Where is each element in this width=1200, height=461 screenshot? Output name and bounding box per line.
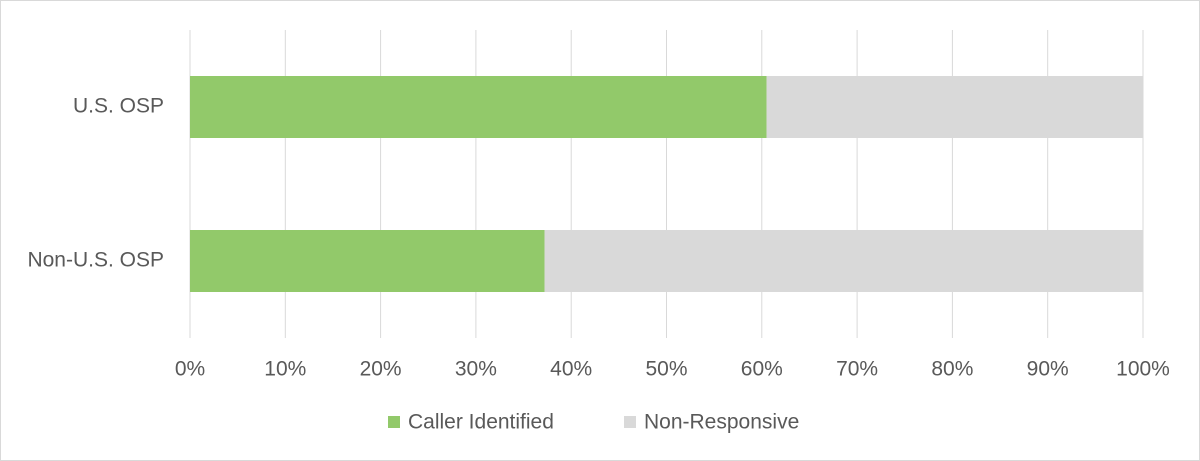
bar-segment xyxy=(190,230,545,292)
x-tick-label: 10% xyxy=(264,358,306,381)
legend-swatch xyxy=(388,416,400,428)
x-tick-label: 50% xyxy=(645,358,687,381)
legend-swatch xyxy=(624,416,636,428)
y-tick-label: U.S. OSP xyxy=(73,95,164,118)
x-tick-label: 90% xyxy=(1027,358,1069,381)
x-tick-label: 0% xyxy=(175,358,205,381)
y-tick-label: Non-U.S. OSP xyxy=(27,249,164,272)
legend-label: Caller Identified xyxy=(408,411,554,434)
bar-segment xyxy=(766,76,1143,138)
bar-segment xyxy=(544,230,1143,292)
x-tick-label: 40% xyxy=(550,358,592,381)
x-tick-label: 60% xyxy=(741,358,783,381)
x-tick-label: 30% xyxy=(455,358,497,381)
x-tick-label: 70% xyxy=(836,358,878,381)
legend-label: Non-Responsive xyxy=(644,411,799,434)
bar-segment xyxy=(190,76,767,138)
x-tick-label: 80% xyxy=(931,358,973,381)
x-tick-label: 100% xyxy=(1116,358,1170,381)
x-tick-label: 20% xyxy=(360,358,402,381)
